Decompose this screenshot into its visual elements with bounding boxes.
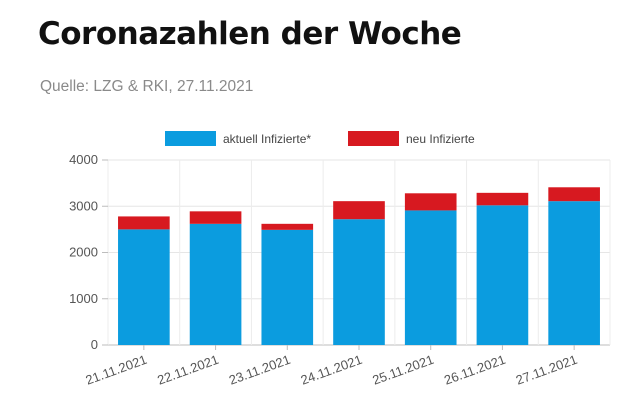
x-tick-label: 21.11.2021 (84, 352, 149, 388)
legend-swatch (165, 131, 216, 146)
bar-segment (118, 216, 170, 230)
legend: aktuell Infizierte* neu Infizierte (165, 131, 475, 146)
page-title: Coronazahlen der Woche (38, 16, 462, 52)
bar-segment (404, 193, 457, 211)
x-tick-label: 23.11.2021 (227, 352, 292, 388)
bar-segment (548, 187, 600, 202)
bar-segment (189, 211, 242, 224)
legend-label: aktuell Infizierte* (223, 132, 311, 146)
bar-segment (261, 223, 314, 230)
y-tick-label: 0 (91, 337, 98, 352)
x-tick-label: 25.11.2021 (370, 352, 435, 388)
bar-segment (261, 229, 314, 345)
y-tick-label: 3000 (69, 198, 98, 213)
y-tick-label: 2000 (69, 245, 98, 260)
source-note: Quelle: LZG & RKI, 27.11.2021 (40, 78, 254, 95)
x-tick-label: 27.11.2021 (514, 352, 579, 388)
legend-label: neu Infizierte (406, 132, 475, 146)
bar-segment (333, 201, 385, 220)
bar-segment (333, 219, 385, 345)
bars (118, 187, 600, 345)
y-tick-label: 4000 (69, 152, 98, 167)
x-tick-label: 24.11.2021 (299, 352, 364, 388)
bar-segment (404, 210, 457, 345)
bar-segment (189, 223, 242, 345)
x-tick-label: 26.11.2021 (442, 352, 507, 388)
legend-swatch (348, 131, 399, 146)
bar-segment (476, 205, 529, 345)
bar-segment (476, 192, 529, 206)
x-tick-label: 22.11.2021 (155, 352, 220, 388)
bar-segment (548, 201, 600, 345)
bar-segment (118, 229, 170, 345)
y-tick-label: 1000 (69, 291, 98, 306)
